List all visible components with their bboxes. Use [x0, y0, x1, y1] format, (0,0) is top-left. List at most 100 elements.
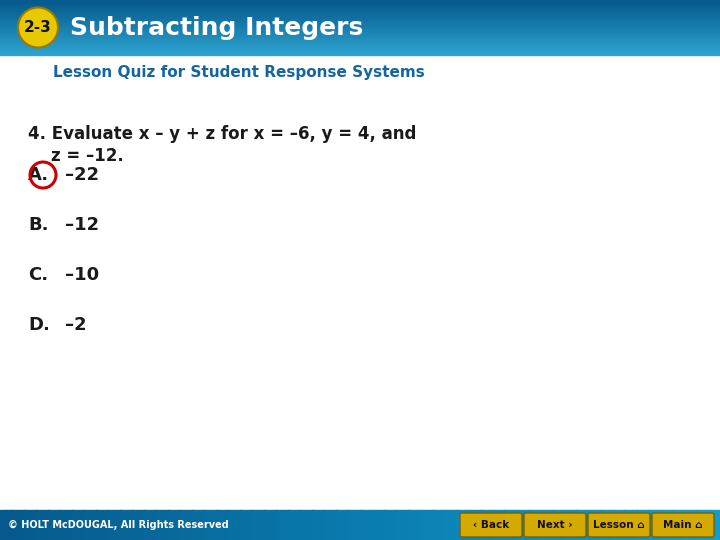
Bar	[636, 510, 649, 540]
Bar	[600, 510, 613, 540]
Bar	[0, 4, 720, 5]
Bar	[0, 2, 720, 3]
Bar	[0, 6, 720, 8]
Text: –12: –12	[65, 216, 99, 234]
Bar	[24, 510, 37, 540]
Bar	[0, 15, 720, 16]
Bar	[408, 510, 421, 540]
Bar	[0, 10, 720, 11]
Bar	[0, 46, 720, 48]
Bar	[0, 4, 720, 5]
Bar	[0, 51, 720, 52]
Bar	[0, 52, 720, 53]
Bar	[0, 39, 720, 40]
Bar	[0, 48, 720, 50]
Text: Next ›: Next ›	[537, 520, 572, 530]
Text: –22: –22	[65, 166, 99, 184]
Bar	[612, 510, 625, 540]
Bar	[564, 510, 577, 540]
Bar	[528, 510, 541, 540]
Bar	[0, 24, 720, 25]
Bar	[0, 49, 720, 50]
Bar	[0, 53, 720, 55]
Bar	[0, 14, 720, 15]
Bar	[0, 9, 720, 10]
Bar	[0, 25, 720, 26]
Bar	[0, 43, 720, 44]
Text: 2-3: 2-3	[24, 20, 52, 35]
Bar	[264, 510, 277, 540]
Bar	[108, 510, 121, 540]
Bar	[60, 510, 73, 540]
Bar	[84, 510, 97, 540]
Bar	[0, 3, 720, 4]
Bar	[0, 0, 720, 1]
Bar	[324, 510, 337, 540]
Bar	[0, 8, 720, 9]
Bar	[0, 29, 720, 30]
Bar	[132, 510, 145, 540]
Bar	[0, 12, 720, 13]
Bar	[0, 7, 720, 8]
Text: D.: D.	[28, 316, 50, 334]
Bar	[0, 50, 720, 51]
Bar	[0, 32, 720, 33]
Bar	[432, 510, 445, 540]
Bar	[0, 0, 720, 2]
Bar	[0, 35, 720, 36]
Bar	[96, 510, 109, 540]
Text: Main ⌂: Main ⌂	[663, 520, 703, 530]
Bar	[312, 510, 325, 540]
Bar	[0, 36, 720, 37]
Bar	[396, 510, 409, 540]
Text: Subtracting Integers: Subtracting Integers	[70, 16, 364, 39]
Bar	[708, 510, 720, 540]
Bar	[648, 510, 661, 540]
Bar	[0, 22, 720, 23]
FancyBboxPatch shape	[524, 513, 586, 537]
FancyBboxPatch shape	[588, 513, 650, 537]
Bar	[252, 510, 265, 540]
Text: –2: –2	[65, 316, 86, 334]
Bar	[0, 42, 720, 43]
Bar	[0, 9, 720, 10]
Text: ‹ Back: ‹ Back	[473, 520, 509, 530]
Bar	[360, 510, 373, 540]
Bar	[192, 510, 205, 540]
Bar	[0, 19, 720, 21]
Bar	[0, 6, 720, 7]
Bar	[0, 45, 720, 46]
Bar	[0, 38, 720, 39]
Text: –10: –10	[65, 266, 99, 284]
Bar	[0, 39, 720, 40]
Bar	[276, 510, 289, 540]
Text: Lesson Quiz for Student Response Systems: Lesson Quiz for Student Response Systems	[53, 64, 425, 79]
Bar	[0, 48, 720, 49]
Bar	[336, 510, 349, 540]
Bar	[0, 17, 720, 18]
Bar	[444, 510, 457, 540]
Bar	[0, 27, 720, 28]
Text: C.: C.	[28, 266, 48, 284]
Bar	[0, 34, 720, 35]
Bar	[348, 510, 361, 540]
Text: z = –12.: z = –12.	[28, 147, 124, 165]
Bar	[420, 510, 433, 540]
Circle shape	[18, 8, 58, 48]
Bar	[156, 510, 169, 540]
Bar	[0, 37, 720, 38]
Bar	[72, 510, 85, 540]
Bar	[0, 50, 720, 51]
Bar	[0, 42, 720, 43]
Bar	[384, 510, 397, 540]
Bar	[372, 510, 385, 540]
Bar	[0, 44, 720, 45]
Bar	[0, 17, 720, 18]
Bar	[0, 20, 720, 21]
Bar	[180, 510, 193, 540]
Bar	[0, 28, 720, 29]
Bar	[0, 16, 720, 17]
Bar	[660, 510, 673, 540]
Bar	[468, 510, 481, 540]
Bar	[36, 510, 49, 540]
